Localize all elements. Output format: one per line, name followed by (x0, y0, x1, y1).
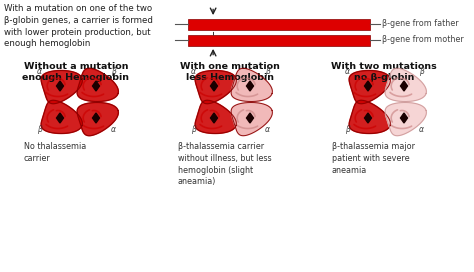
Text: With one mutation
less Hemoglobin: With one mutation less Hemoglobin (180, 62, 280, 82)
Text: α: α (191, 67, 195, 76)
Polygon shape (92, 113, 100, 123)
Polygon shape (349, 100, 391, 134)
Text: Without a mutation
enough Hemoglobin: Without a mutation enough Hemoglobin (22, 62, 129, 82)
Text: β: β (345, 125, 349, 134)
Polygon shape (56, 113, 64, 123)
Polygon shape (231, 103, 273, 136)
Polygon shape (385, 68, 427, 101)
Bar (188, 18, 370, 29)
Text: α: α (110, 125, 116, 134)
Text: With a mutation on one of the two
β-globin genes, a carrier is formed
with lower: With a mutation on one of the two β-glob… (4, 4, 153, 48)
Text: With two mutations
no β-globin: With two mutations no β-globin (331, 62, 437, 82)
Text: β-gene from father: β-gene from father (382, 20, 459, 29)
Polygon shape (92, 81, 100, 91)
Polygon shape (385, 103, 427, 136)
Bar (188, 35, 370, 45)
Polygon shape (231, 68, 273, 101)
Text: β-thalassemia carrier
without illness, but less
hemoglobin (slight
aneamia): β-thalassemia carrier without illness, b… (178, 142, 272, 186)
Polygon shape (401, 113, 408, 123)
Polygon shape (365, 81, 372, 91)
Polygon shape (210, 81, 218, 91)
Polygon shape (77, 103, 118, 136)
Polygon shape (77, 68, 118, 101)
Polygon shape (246, 81, 254, 91)
Polygon shape (401, 81, 408, 91)
Text: α: α (36, 67, 42, 76)
Text: β-thalassemia major
patient with severe
aneamia: β-thalassemia major patient with severe … (332, 142, 415, 175)
Text: β: β (36, 125, 41, 134)
Text: α: α (345, 67, 349, 76)
Polygon shape (195, 70, 237, 104)
Polygon shape (41, 100, 82, 134)
Text: β: β (419, 67, 423, 76)
Text: β-gene from mother: β-gene from mother (382, 36, 464, 45)
Text: β: β (110, 67, 116, 76)
Polygon shape (210, 113, 218, 123)
Text: No thalassemia
carrier: No thalassemia carrier (24, 142, 86, 163)
Polygon shape (41, 70, 82, 104)
Text: α: α (264, 125, 270, 134)
Polygon shape (195, 100, 237, 134)
Polygon shape (246, 113, 254, 123)
Text: β: β (264, 67, 269, 76)
Polygon shape (365, 113, 372, 123)
Polygon shape (349, 70, 391, 104)
Text: β: β (191, 125, 195, 134)
Polygon shape (56, 81, 64, 91)
Text: α: α (419, 125, 423, 134)
